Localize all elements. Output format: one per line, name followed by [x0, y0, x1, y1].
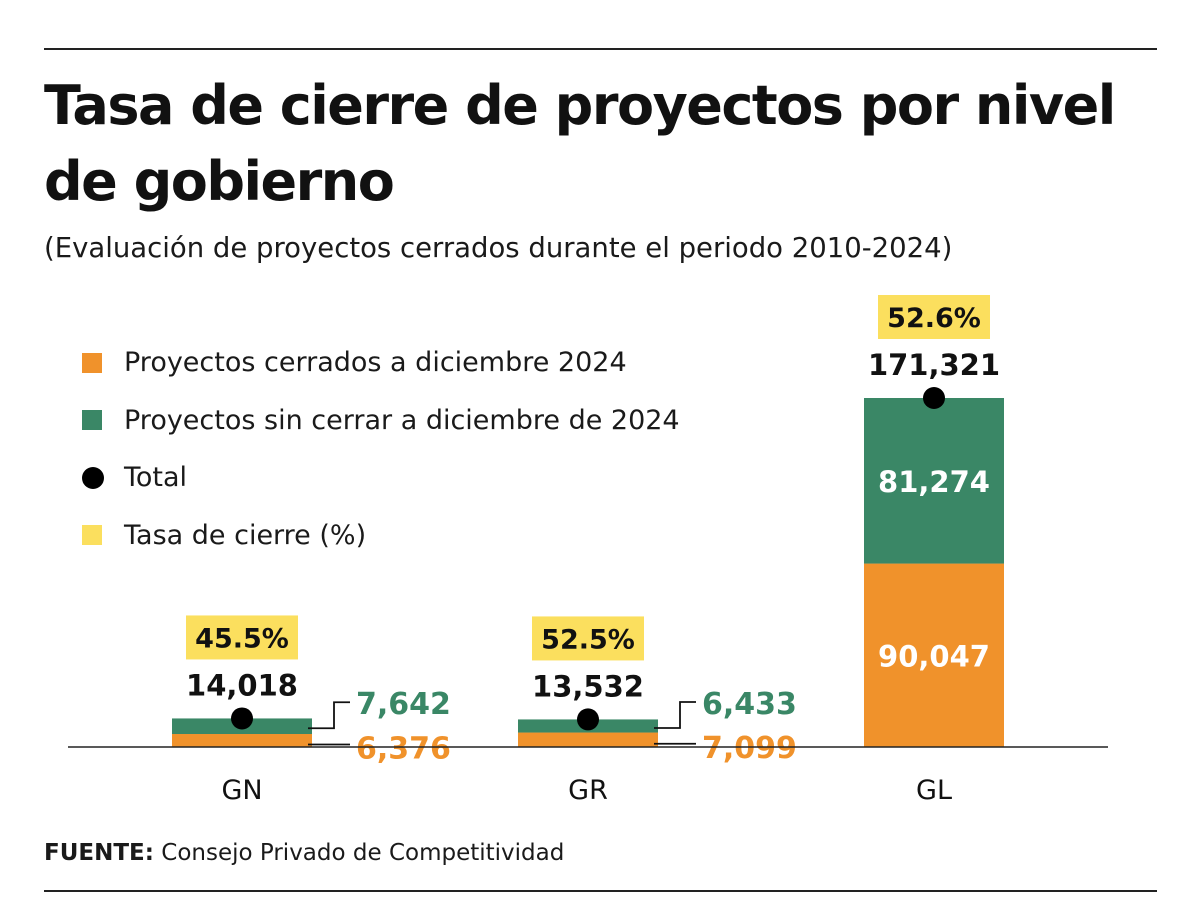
total-dot-gl: [923, 387, 945, 409]
total-label-gr: 13,532: [532, 669, 644, 703]
legend-item-total: Total: [82, 449, 680, 507]
chart-title: Tasa de cierre de proyectos por nivel de…: [44, 74, 1116, 213]
legend-label-rate: Tasa de cierre (%): [124, 519, 367, 551]
label-open-gl: 81,274: [878, 465, 990, 499]
rate-label-gr: 52.5%: [541, 624, 635, 655]
legend-item-rate: Tasa de cierre (%): [82, 507, 680, 565]
rate-label-gn: 45.5%: [195, 623, 289, 654]
legend-swatch-rate: [82, 525, 102, 546]
legend-swatch-closed: [82, 352, 102, 373]
rate-label-gl: 52.6%: [887, 303, 981, 334]
bar-closed-gr: [518, 732, 658, 747]
source-note: FUENTE: Consejo Privado de Competitivida…: [44, 840, 564, 866]
legend-label-closed: Proyectos cerrados a diciembre 2024: [124, 347, 627, 379]
total-label-gl: 171,321: [868, 348, 1000, 382]
label-closed-gr: 7,099: [702, 731, 797, 766]
legend-swatch-total: [82, 466, 104, 489]
top-rule: [44, 48, 1157, 50]
legend-item-closed: Proyectos cerrados a diciembre 2024: [82, 334, 680, 392]
label-open-gn: 7,642: [356, 687, 451, 722]
legend-label-open: Proyectos sin cerrar a diciembre de 2024: [124, 404, 680, 436]
category-label-gr: GR: [568, 775, 608, 806]
bar-closed-gl: [864, 563, 1004, 747]
total-dot-gr: [577, 708, 599, 731]
category-label-gl: GL: [916, 775, 952, 806]
legend-swatch-open: [82, 410, 102, 431]
rate-box-gl: [878, 295, 990, 339]
rate-box-gn: [186, 615, 298, 660]
legend: Proyectos cerrados a diciembre 2024 Proy…: [82, 334, 680, 564]
category-label-gn: GN: [221, 775, 262, 806]
source-text: Consejo Privado de Competitividad: [161, 840, 565, 866]
bar-open-gl: [864, 398, 1004, 564]
rate-box-gr: [532, 616, 644, 661]
total-dot-gn: [231, 707, 253, 730]
chart-subtitle: (Evaluación de proyectos cerrados durant…: [44, 232, 953, 264]
label-closed-gn: 6,376: [356, 732, 451, 767]
legend-label-total: Total: [124, 462, 188, 494]
source-label: FUENTE:: [44, 840, 154, 866]
bar-closed-gn: [172, 734, 312, 747]
label-closed-gl: 90,047: [878, 639, 990, 673]
leader-open-gr: [654, 701, 696, 729]
leader-open-gn: [308, 701, 350, 730]
label-open-gr: 6,433: [702, 687, 797, 722]
legend-item-open: Proyectos sin cerrar a diciembre de 2024: [82, 392, 680, 450]
bottom-rule: [44, 890, 1157, 892]
total-label-gn: 14,018: [186, 668, 298, 702]
